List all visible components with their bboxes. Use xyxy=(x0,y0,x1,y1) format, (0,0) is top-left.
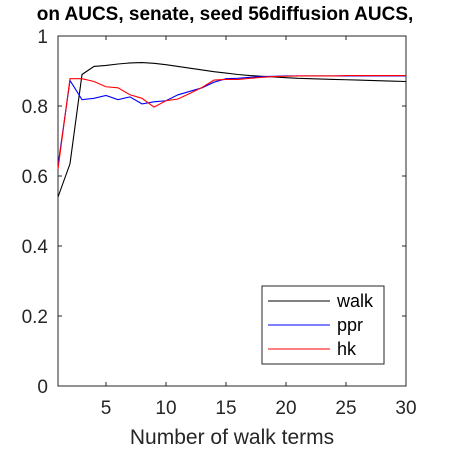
legend: walk ppr hk xyxy=(261,285,385,365)
y-tick-label: 0 xyxy=(37,377,48,398)
x-axis-label: Number of walk terms xyxy=(130,426,334,449)
axis-ticks: 5 10 15 20 25 30 0 0.2 0.4 0.6 0.8 1 xyxy=(22,27,417,419)
legend-label-hk: hk xyxy=(337,339,357,359)
x-tick-label: 10 xyxy=(155,398,176,419)
y-tick-label: 0.6 xyxy=(22,167,48,188)
x-tick-label: 5 xyxy=(101,398,112,419)
legend-label-walk: walk xyxy=(336,291,374,311)
y-tick-label: 0.8 xyxy=(22,97,48,118)
y-tick-label: 0.4 xyxy=(22,237,49,258)
x-tick-label: 30 xyxy=(395,398,416,419)
x-tick-label: 20 xyxy=(275,398,296,419)
y-tick-label: 0.2 xyxy=(22,307,48,328)
series-line-hk xyxy=(57,75,406,170)
y-tick-label: 1 xyxy=(37,27,48,48)
x-tick-label: 15 xyxy=(215,398,236,419)
chart-title: on AUCS, senate, seed 56diffusion AUCS, xyxy=(37,4,414,25)
x-tick-label: 25 xyxy=(335,398,356,419)
series-layer xyxy=(57,62,407,198)
legend-label-ppr: ppr xyxy=(337,315,363,335)
series-line-walk xyxy=(57,62,407,198)
